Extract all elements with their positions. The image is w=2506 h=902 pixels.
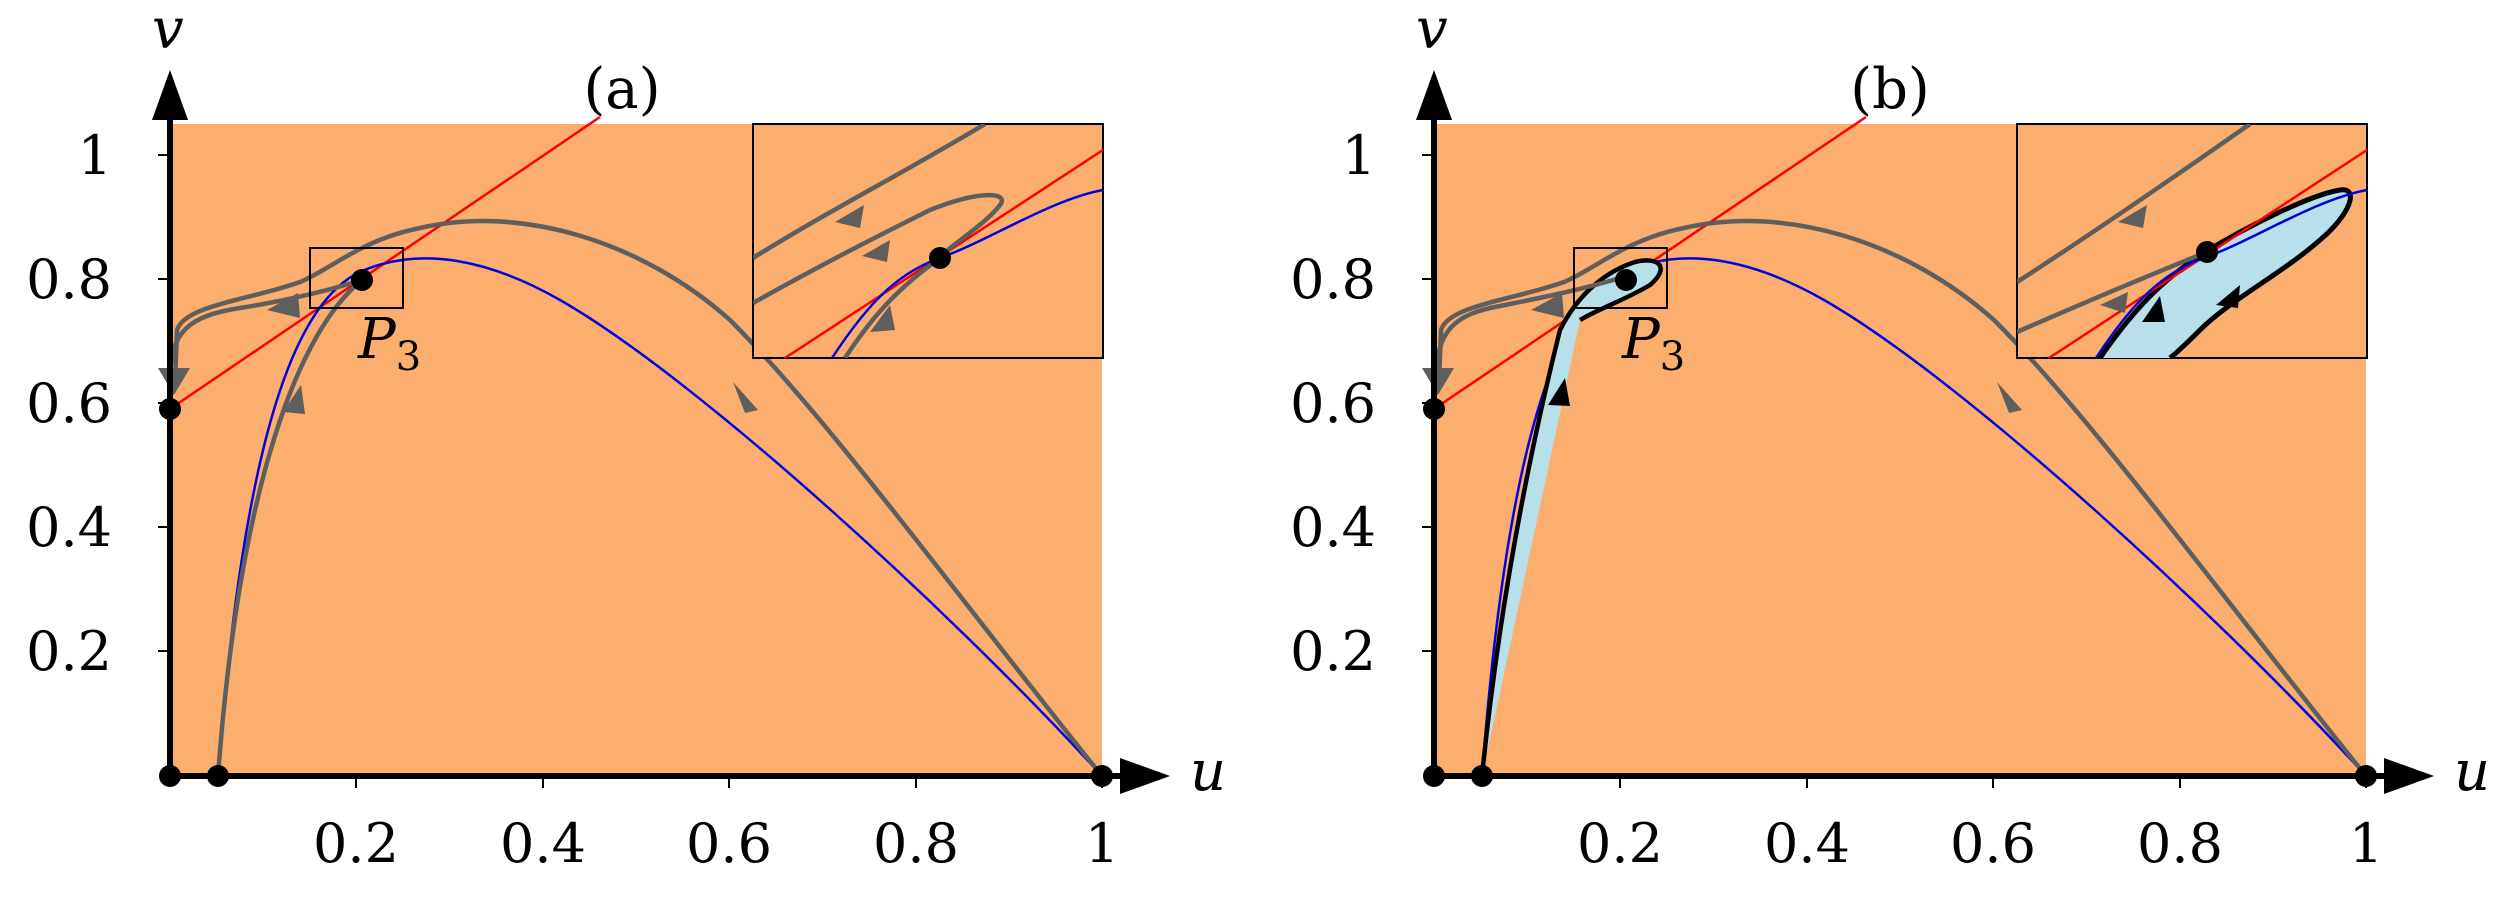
panel-b: 0.2 0.4 0.6 0.8 1 0.2 0.4 0.6 0.8 1 u v … bbox=[1290, 0, 2490, 875]
inset-arrow bbox=[870, 305, 895, 332]
axes-a: 0.2 0.4 0.6 0.8 1 0.2 0.4 0.6 0.8 1 u v bbox=[26, 0, 1226, 875]
blue-nullcline bbox=[216, 257, 1103, 777]
x-tick-label: 0.2 bbox=[1577, 812, 1663, 875]
x-tick-label: 1 bbox=[1085, 812, 1119, 875]
equilibrium-u-axis bbox=[207, 765, 229, 787]
inset-frame bbox=[752, 123, 1104, 359]
inset-arrow bbox=[2100, 292, 2128, 313]
x-tick-label: 0.8 bbox=[2137, 812, 2223, 875]
trajectory-outer bbox=[1436, 218, 2368, 778]
x-tick-label: 0.6 bbox=[1950, 812, 2036, 875]
inset-trajectory-middle bbox=[2017, 249, 2208, 335]
equilibrium-u1 bbox=[1091, 765, 1113, 787]
p3-label: P3 bbox=[357, 307, 421, 380]
y-tick-label: 1 bbox=[78, 124, 112, 187]
y-axis-arrowhead bbox=[1416, 70, 1452, 120]
inset-trajectory-middle bbox=[753, 192, 1004, 305]
x-tick-label: 1 bbox=[2349, 812, 2383, 875]
x-tick-label: 0.4 bbox=[500, 812, 586, 875]
zoom-box bbox=[309, 247, 404, 309]
inset-trajectory-upper bbox=[753, 124, 987, 260]
equilibrium-p3 bbox=[1615, 269, 1637, 291]
x-tick-label: 0.2 bbox=[313, 812, 399, 875]
equilibrium-v-axis bbox=[159, 398, 181, 420]
y-tick-label: 0.6 bbox=[1290, 372, 1376, 435]
trajectory-arrow bbox=[1422, 368, 1454, 395]
p3-label-subscript: 3 bbox=[396, 334, 421, 380]
y-tick-label: 0.8 bbox=[1290, 248, 1376, 311]
limit-cycle bbox=[1479, 258, 1663, 777]
y-axis-name: v bbox=[1416, 0, 1448, 62]
trajectory-arrow bbox=[733, 382, 758, 413]
y-tick-label: 0.2 bbox=[26, 620, 112, 683]
trajectory-outer bbox=[172, 218, 1104, 778]
equilibrium-u-axis bbox=[1471, 765, 1493, 787]
trajectory-arrow bbox=[267, 293, 300, 318]
equilibrium-v-axis bbox=[1423, 398, 1445, 420]
inset-arrow bbox=[862, 240, 890, 262]
inset-arrow bbox=[835, 205, 864, 228]
inset-arrow bbox=[2118, 205, 2147, 228]
y-axis-arrowhead bbox=[152, 70, 188, 120]
y-tick-label: 0.6 bbox=[26, 372, 112, 435]
p3-label-letter: P bbox=[357, 307, 397, 372]
inset-cycle-arrow bbox=[2216, 285, 2240, 308]
equilibrium-origin bbox=[159, 765, 181, 787]
x-axis-name: u bbox=[2454, 739, 2490, 804]
x-tick-label: 0.4 bbox=[1764, 812, 1850, 875]
y-tick-label: 0.2 bbox=[1290, 620, 1376, 683]
x-axis-arrowhead bbox=[1120, 758, 1170, 794]
equilibrium-origin bbox=[1423, 765, 1445, 787]
p3-label-letter: P bbox=[1621, 307, 1661, 372]
trajectory-arrow bbox=[158, 368, 190, 395]
y-tick-label: 0.4 bbox=[26, 496, 112, 559]
y-tick-label: 0.4 bbox=[1290, 496, 1376, 559]
y-tick-label: 0.8 bbox=[26, 248, 112, 311]
panel-a: 0.2 0.4 0.6 0.8 1 0.2 0.4 0.6 0.8 1 u v … bbox=[26, 0, 1226, 875]
p3-label-subscript: 3 bbox=[1660, 334, 1685, 380]
trajectory-arrow bbox=[1997, 382, 2022, 413]
y-tick-label: 1 bbox=[1342, 124, 1376, 187]
p3-label: P3 bbox=[1621, 307, 1685, 380]
inset-zoom bbox=[752, 123, 1104, 359]
inset-equilibrium-point bbox=[929, 247, 951, 269]
blue-nullcline bbox=[1480, 257, 2367, 777]
cycle-arrow bbox=[1548, 378, 1570, 406]
panel-label: (b) bbox=[1850, 57, 1930, 122]
equilibrium-p3 bbox=[351, 269, 373, 291]
inset-equilibrium-point bbox=[2196, 241, 2218, 263]
zoom-box bbox=[1573, 247, 1668, 309]
inset-trajectory-lower bbox=[843, 256, 942, 358]
trajectory-arrow bbox=[283, 385, 305, 414]
inset-trajectory-upper bbox=[2017, 124, 2252, 284]
x-tick-label: 0.6 bbox=[686, 812, 772, 875]
y-axis-name: v bbox=[152, 0, 184, 62]
x-axis-name: u bbox=[1190, 739, 1226, 804]
x-axis-arrowhead bbox=[2384, 758, 2434, 794]
inset-cycle-arrow bbox=[2142, 296, 2165, 322]
x-tick-label: 0.8 bbox=[873, 812, 959, 875]
panel-label: (a) bbox=[583, 57, 660, 122]
inset-zoom bbox=[2016, 123, 2368, 359]
trajectory-inner bbox=[1433, 275, 1621, 381]
trajectory-arrow bbox=[1531, 293, 1564, 318]
equilibrium-u1 bbox=[2355, 765, 2377, 787]
axes-b: 0.2 0.4 0.6 0.8 1 0.2 0.4 0.6 0.8 1 u v bbox=[1290, 0, 2490, 875]
